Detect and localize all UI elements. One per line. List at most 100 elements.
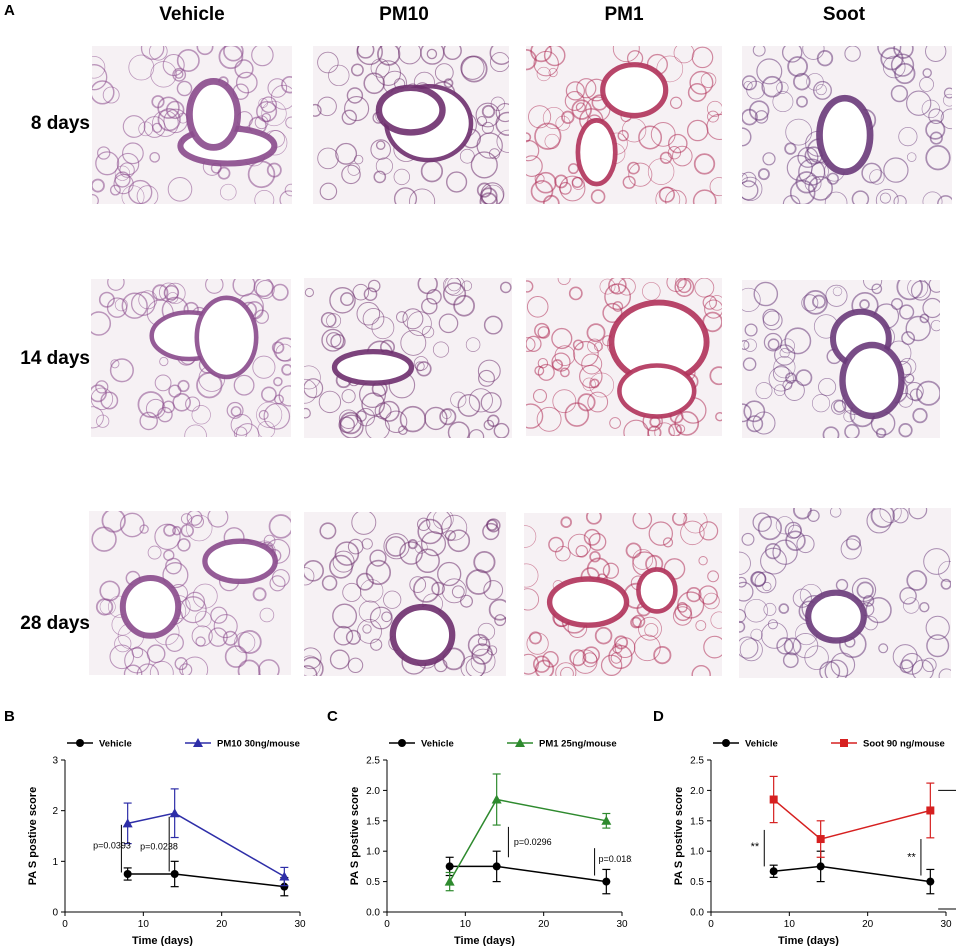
column-header-pm10: PM10 bbox=[379, 4, 429, 25]
row-header-14-days: 14 days bbox=[20, 348, 90, 369]
p-value-label: p=0.0238 bbox=[140, 842, 178, 852]
x-tick-label: 10 bbox=[460, 919, 472, 930]
y-axis-label: PA S postive score bbox=[673, 787, 685, 885]
data-point bbox=[926, 806, 935, 815]
x-tick-label: 0 bbox=[384, 919, 390, 930]
data-point bbox=[769, 867, 778, 876]
legend-marker bbox=[398, 739, 406, 747]
legend: Vehicle Soot 90 ng/mouse bbox=[713, 739, 945, 750]
series-line bbox=[773, 798, 931, 840]
series-vehicle bbox=[123, 860, 289, 897]
y-tick-label: 3 bbox=[52, 756, 58, 767]
p-value-label: p=0.0296 bbox=[514, 837, 552, 847]
micrograph-soot-8-days bbox=[742, 46, 952, 204]
legend-label: Vehicle bbox=[745, 739, 778, 750]
legend-label: Vehicle bbox=[99, 739, 132, 750]
x-axis-label: Time (days) bbox=[778, 935, 839, 946]
micrograph-vehicle-28-days bbox=[89, 511, 291, 675]
y-tick-label: 0 bbox=[52, 908, 58, 919]
column-header-pm1: PM1 bbox=[604, 4, 644, 25]
panel-letter-b: B bbox=[4, 708, 15, 725]
series-treatment bbox=[444, 773, 612, 892]
y-tick-label: 1.0 bbox=[366, 847, 380, 858]
p-value-label: p=0.0393 bbox=[93, 841, 131, 851]
series-line bbox=[773, 865, 931, 883]
y-tick-label: 2 bbox=[52, 806, 58, 817]
series-line bbox=[449, 865, 607, 883]
data-point bbox=[816, 862, 825, 871]
y-tick-label: 1 bbox=[52, 857, 58, 868]
micrograph-pm1-14-days bbox=[526, 278, 722, 436]
y-tick-label: 1.5 bbox=[366, 816, 380, 827]
column-header-vehicle: Vehicle bbox=[159, 4, 225, 25]
y-tick-label: 2.0 bbox=[690, 786, 704, 797]
p-value-label: p=0.0182 bbox=[599, 854, 633, 864]
micrograph-pm1-28-days bbox=[524, 513, 722, 676]
x-axis-label: Time (days) bbox=[132, 935, 193, 946]
series-vehicle bbox=[445, 850, 611, 895]
y-axis-label: PA S postive score bbox=[349, 787, 361, 885]
series-line bbox=[127, 873, 285, 888]
micrograph-vehicle-14-days bbox=[91, 279, 291, 437]
significance-annotations: p=0.0393 p=0.0238 bbox=[93, 816, 178, 873]
y-tick-label: 2.5 bbox=[690, 756, 704, 767]
significance-annotations: p=0.0296 p=0.0182 bbox=[507, 826, 633, 876]
row-header-8-days: 8 days bbox=[30, 113, 90, 134]
column-header-soot: Soot bbox=[822, 4, 866, 25]
panel-letter-c: C bbox=[327, 708, 338, 725]
x-tick-label: 20 bbox=[538, 919, 550, 930]
data-point bbox=[280, 882, 289, 891]
chart-b-pm10: 0 1 2 3 0 10 20 30 Time (days) PA S postive score… bbox=[10, 725, 310, 946]
legend-marker bbox=[76, 739, 84, 747]
data-point bbox=[769, 795, 778, 804]
legend-marker bbox=[722, 739, 730, 747]
micrograph-pm10-28-days bbox=[304, 512, 506, 676]
panel-letter-d: D bbox=[653, 708, 664, 725]
x-tick-label: 10 bbox=[784, 919, 796, 930]
y-tick-label: 0.0 bbox=[366, 908, 380, 919]
row-header-28-days: 28 days bbox=[20, 613, 90, 634]
data-point bbox=[169, 808, 180, 818]
series-treatment bbox=[122, 788, 290, 887]
micrograph-pm10-14-days bbox=[304, 278, 512, 438]
p-value-label: ** bbox=[907, 851, 916, 863]
data-point bbox=[816, 835, 825, 844]
x-tick-label: 0 bbox=[62, 919, 68, 930]
y-axis-label: PA S postive score bbox=[27, 787, 39, 885]
legend-marker bbox=[193, 738, 203, 747]
data-point bbox=[170, 870, 179, 878]
legend: Vehicle PM10 30ng/mouse bbox=[67, 738, 300, 750]
x-tick-label: 30 bbox=[616, 919, 628, 930]
data-point bbox=[123, 870, 132, 878]
data-point bbox=[926, 877, 935, 886]
significance-annotations: ****p=0.0041 bbox=[751, 789, 956, 910]
y-tick-label: 1.0 bbox=[690, 847, 704, 858]
data-point bbox=[122, 818, 133, 828]
panel-letter-a: A bbox=[4, 2, 15, 19]
legend: Vehicle PM1 25ng/mouse bbox=[389, 738, 617, 750]
x-tick-label: 10 bbox=[138, 919, 150, 930]
data-point bbox=[601, 815, 612, 825]
x-tick-label: 20 bbox=[862, 919, 874, 930]
x-tick-label: 30 bbox=[940, 919, 952, 930]
legend-label: Soot 90 ng/mouse bbox=[863, 739, 945, 750]
micrograph-vehicle-8-days bbox=[92, 46, 292, 204]
micrograph-soot-14-days bbox=[742, 280, 940, 438]
y-tick-label: 0.5 bbox=[366, 877, 380, 888]
series-vehicle bbox=[769, 850, 935, 895]
x-tick-label: 20 bbox=[216, 919, 228, 930]
x-tick-label: 30 bbox=[294, 919, 306, 930]
micrograph-soot-28-days bbox=[739, 508, 951, 678]
legend-marker bbox=[840, 739, 848, 747]
y-tick-label: 1.5 bbox=[690, 816, 704, 827]
y-tick-label: 2.5 bbox=[366, 756, 380, 767]
legend-label: PM1 25ng/mouse bbox=[539, 739, 617, 750]
x-axis-label: Time (days) bbox=[454, 935, 515, 946]
legend-label: PM10 30ng/mouse bbox=[217, 739, 300, 750]
data-point bbox=[445, 862, 454, 871]
data-point bbox=[602, 877, 611, 886]
data-point bbox=[492, 862, 501, 871]
y-tick-label: 0.5 bbox=[690, 877, 704, 888]
series-treatment bbox=[769, 775, 935, 858]
y-tick-label: 0.0 bbox=[690, 908, 704, 919]
